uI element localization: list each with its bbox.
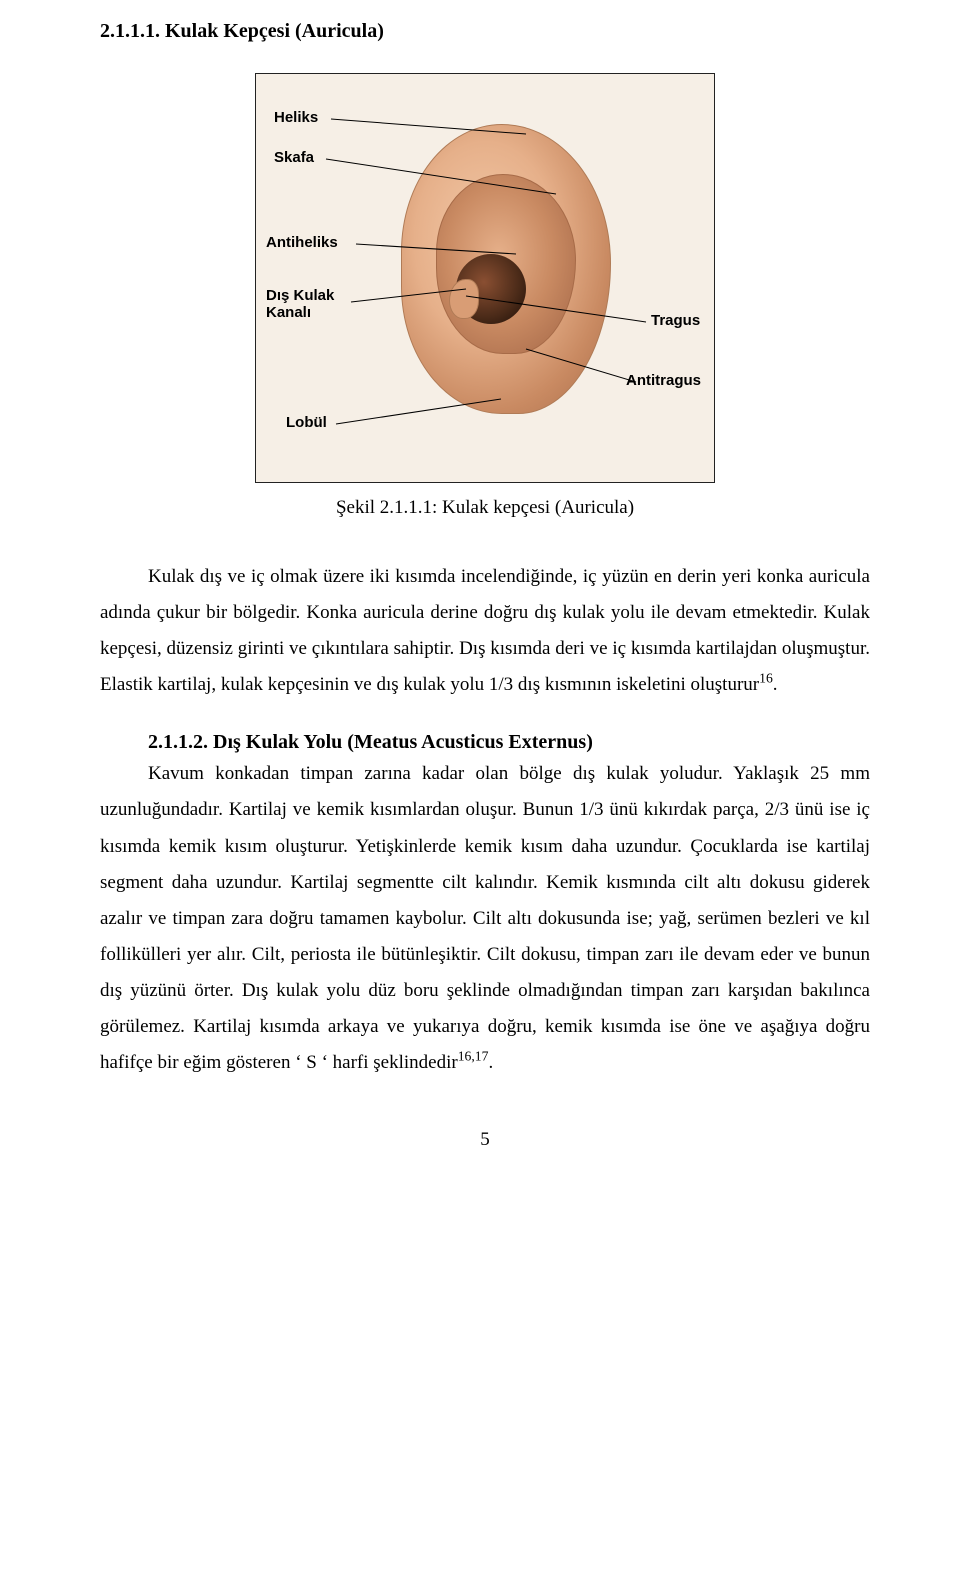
- para1-end: .: [773, 674, 778, 695]
- section-heading-2: 2.1.1.2. Dış Kulak Yolu (Meatus Acusticu…: [100, 731, 870, 754]
- label-tragus: Tragus: [651, 312, 700, 329]
- label-antitragus: Antitragus: [626, 372, 701, 389]
- para1-sup: 16: [759, 671, 773, 686]
- para2-sup: 16,17: [458, 1049, 489, 1064]
- ear-diagram: Heliks Skafa Antiheliks Dış Kulak Kanalı…: [255, 73, 715, 483]
- paragraph-2: Kavum konkadan timpan zarına kadar olan …: [100, 756, 870, 1081]
- para2-end: .: [488, 1052, 493, 1073]
- page-number: 5: [100, 1129, 870, 1151]
- ear-illustration: [401, 124, 611, 414]
- label-diskulak-l2: Kanalı: [266, 304, 311, 321]
- label-diskulak-l1: Dış Kulak: [266, 287, 334, 304]
- figure-container: Heliks Skafa Antiheliks Dış Kulak Kanalı…: [100, 73, 870, 483]
- paragraph-1: Kulak dış ve iç olmak üzere iki kısımda …: [100, 559, 870, 703]
- section-heading-1: 2.1.1.1. Kulak Kepçesi (Auricula): [100, 20, 870, 43]
- ear-tragus-shape: [449, 279, 479, 319]
- para1-text: Kulak dış ve iç olmak üzere iki kısımda …: [100, 566, 870, 695]
- label-lobul: Lobül: [286, 414, 327, 431]
- label-antiheliks: Antiheliks: [266, 234, 338, 251]
- label-skafa: Skafa: [274, 149, 314, 166]
- label-heliks: Heliks: [274, 109, 318, 126]
- para2-text: Kavum konkadan timpan zarına kadar olan …: [100, 763, 870, 1073]
- figure-caption: Şekil 2.1.1.1: Kulak kepçesi (Auricula): [100, 497, 870, 519]
